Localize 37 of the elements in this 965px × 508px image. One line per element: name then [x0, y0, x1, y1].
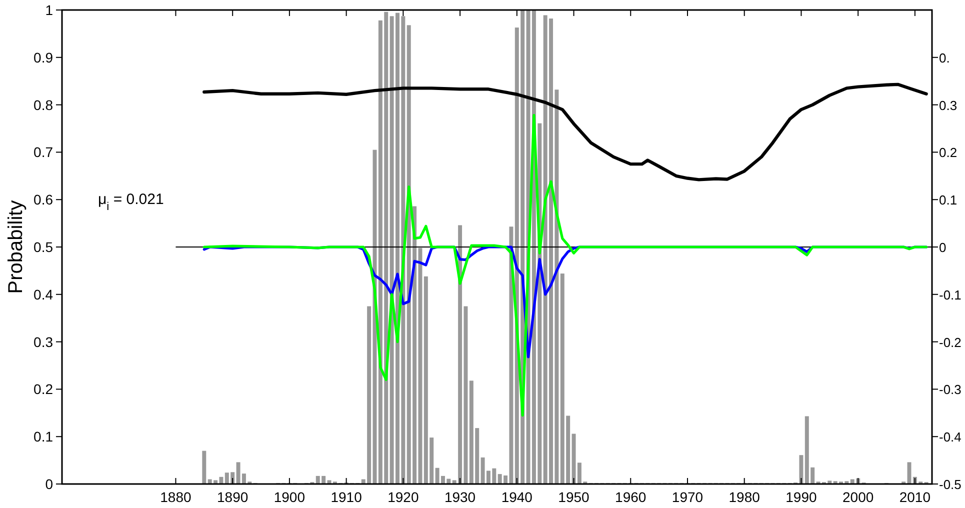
x-tick-label: 1910	[330, 489, 362, 505]
y2-tick-label: 0.1	[939, 192, 958, 208]
x-tick-label: 1930	[444, 489, 476, 505]
y2-tick-label: -0.3	[939, 382, 962, 398]
y2-tick-label: -0.5	[939, 477, 962, 492]
x-tick-label: 1980	[728, 489, 760, 505]
y2-tick-label: 0.2	[939, 145, 958, 160]
y2-tick-label: -0.1	[939, 287, 962, 302]
x-tick-label: 1900	[274, 489, 306, 505]
x-tick-label: 2000	[842, 489, 874, 505]
annotation: μ$_{i}$ = 0.021	[98, 191, 164, 213]
y-tick-label: 0.4	[34, 286, 54, 302]
y-tick-label: 0.5	[34, 239, 54, 255]
y2-tick-label: 0.	[939, 50, 950, 66]
x-tick-label: 1970	[672, 489, 704, 505]
y-tick-label: 0.7	[34, 144, 54, 160]
x-tick-label: 1890	[217, 489, 248, 505]
x-tick-label: 2010	[899, 489, 931, 505]
y-tick-label: 0.2	[34, 381, 54, 398]
y2-tick-label: -0.4	[939, 430, 962, 445]
y2-tick-label: -0.2	[939, 334, 962, 350]
y-tick-label: 0.9	[34, 49, 54, 66]
x-tick-label: 1920	[388, 489, 419, 505]
y-tick-label: 0.1	[34, 428, 54, 445]
y-tick-label: 1	[45, 2, 54, 18]
y-axis-title: Probability	[5, 200, 27, 294]
x-tick-label: 1990	[786, 489, 817, 505]
y-tick-label: 0.6	[34, 192, 54, 208]
x-tick-label: 1950	[558, 489, 590, 505]
y-tick-label: 0.8	[34, 96, 54, 113]
y-tick-label: 0.3	[34, 334, 54, 350]
y-tick-label: 0	[45, 476, 54, 492]
x-tick-label: 1940	[501, 489, 533, 505]
x-tick-label: 1960	[615, 489, 646, 505]
x-tick-label: 1880	[160, 489, 192, 505]
y2-tick-label: 0.3	[939, 98, 958, 113]
y2-tick-label: 0	[939, 240, 946, 255]
